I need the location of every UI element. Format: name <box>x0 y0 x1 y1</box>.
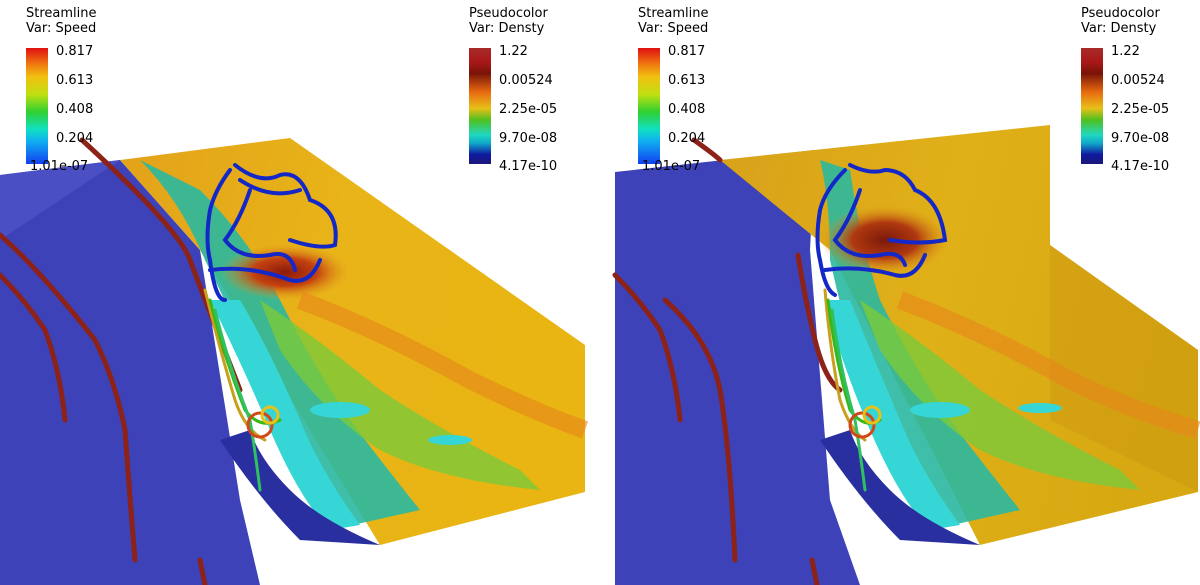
legend-tick: 0.204 <box>56 131 94 146</box>
green-band <box>860 300 1140 490</box>
legend-tick: 0.817 <box>56 44 94 59</box>
speed-streamlines <box>203 288 282 492</box>
density-plane-shadow <box>1050 245 1198 492</box>
legend-tick: 0.00524 <box>1111 73 1165 88</box>
streamline-legend: Streamline Var: Speed 0.817 0.613 0.408 … <box>638 6 709 174</box>
cyan-blob-2 <box>1018 403 1062 413</box>
legend-tick: 0.00524 <box>499 73 553 88</box>
blue-streamlines <box>815 163 948 297</box>
legend-tick: 0.204 <box>668 131 706 146</box>
legend-title: Streamline <box>638 6 709 21</box>
legend-tick: 1.01e-07 <box>30 159 89 174</box>
pseudocolor-legend: Pseudocolor Var: Densty 1.22 0.00524 2.2… <box>469 6 557 174</box>
legend-tick: 9.70e-08 <box>499 131 558 146</box>
speed-colorbar <box>26 48 48 164</box>
low-density-region <box>220 430 380 545</box>
cyan-band <box>210 300 360 530</box>
legend-tick: 4.17e-10 <box>1111 159 1170 174</box>
legend-title: Pseudocolor <box>469 6 548 21</box>
pseudocolor-legend: Pseudocolor Var: Densty 1.22 0.00524 2.2… <box>1081 6 1169 174</box>
volume-rendering-scene <box>0 137 589 585</box>
right-render-panel: Streamline Var: Speed 0.817 0.613 0.408 … <box>600 0 1200 585</box>
red-tubes <box>612 137 843 585</box>
volume-rendering-scene <box>612 125 1200 585</box>
vortex <box>820 205 950 275</box>
legend-variable: Var: Speed <box>638 21 709 36</box>
legend-tick: 1.01e-07 <box>642 159 701 174</box>
legend-variable: Var: Densty <box>1081 21 1157 36</box>
cyan-blob-2 <box>428 435 472 445</box>
legend-tick: 0.408 <box>56 102 94 117</box>
density-colorbar <box>1081 48 1103 164</box>
speed-colorbar <box>638 48 660 164</box>
legend-title: Streamline <box>26 6 97 21</box>
legend-tick: 0.408 <box>668 102 706 117</box>
orange-stripe <box>296 291 589 439</box>
cyan-blob <box>910 402 970 418</box>
cyan-band <box>825 300 960 530</box>
streamline-legend: Streamline Var: Speed 0.817 0.613 0.408 … <box>26 6 97 174</box>
legend-tick: 0.817 <box>668 44 706 59</box>
vortex <box>220 244 350 300</box>
cyan-blob <box>310 402 370 418</box>
legend-tick: 4.17e-10 <box>499 159 558 174</box>
orange-stripe <box>896 291 1200 439</box>
legend-tick: 2.25e-05 <box>499 102 558 117</box>
legend-variable: Var: Densty <box>469 21 545 36</box>
legend-tick: 0.613 <box>56 73 94 88</box>
legend-title: Pseudocolor <box>1081 6 1160 21</box>
legend-tick: 1.22 <box>499 44 528 59</box>
legend-variable: Var: Speed <box>26 21 97 36</box>
blue-streamlines <box>205 163 338 302</box>
speed-streamlines <box>823 288 882 492</box>
blue-slab-shade <box>0 160 120 240</box>
green-band <box>260 300 540 490</box>
legend-tick: 1.22 <box>1111 44 1140 59</box>
legend-tick: 0.613 <box>668 73 706 88</box>
legend-tick: 2.25e-05 <box>1111 102 1170 117</box>
density-colorbar <box>469 48 491 164</box>
legend-tick: 9.70e-08 <box>1111 131 1170 146</box>
left-render-panel: Streamline Var: Speed 0.817 0.613 0.408 … <box>0 6 589 585</box>
